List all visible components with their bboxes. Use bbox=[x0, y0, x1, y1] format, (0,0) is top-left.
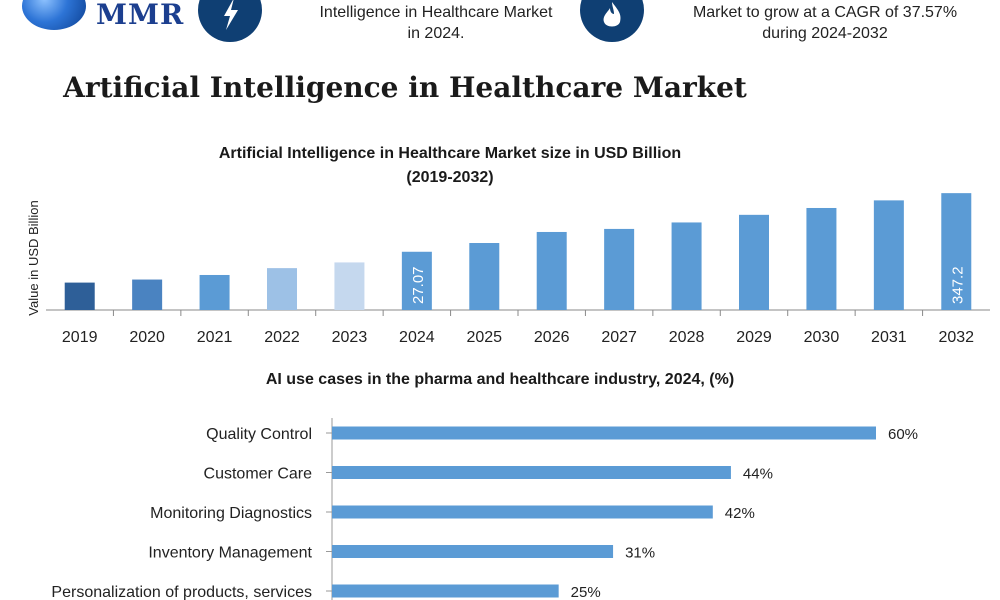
bar-2024 bbox=[401, 251, 432, 310]
hbar-monitoring-diagnostics bbox=[332, 505, 713, 519]
market-size-bar-chart: Value in USD Billion 2019 2020 2021 2022 2023… bbox=[26, 193, 990, 346]
x-tick-label-2027: 2027 bbox=[601, 329, 637, 346]
bar-2029 bbox=[739, 214, 769, 310]
bar-2026 bbox=[536, 231, 567, 310]
value-label: 25% bbox=[571, 584, 601, 600]
x-tick-label-2021: 2021 bbox=[197, 329, 233, 346]
bar-2031 bbox=[873, 200, 904, 310]
x-tick-label-2031: 2031 bbox=[871, 329, 907, 346]
stat-market-size: Intelligence in Healthcare Market in 202… bbox=[290, 2, 582, 44]
hbar-customer-care bbox=[332, 466, 731, 479]
x-tick-label-2019: 2019 bbox=[62, 329, 98, 346]
hbar-quality-control bbox=[332, 426, 876, 440]
bar-2028 bbox=[671, 222, 702, 310]
x-tick-label-2032: 2032 bbox=[938, 329, 974, 346]
x-tick-label-2029: 2029 bbox=[736, 329, 772, 346]
x-tick-label-2024: 2024 bbox=[399, 329, 435, 346]
hbar-chart-title: AI use cases in the pharma and healthcar… bbox=[265, 371, 735, 388]
flame-icon bbox=[580, 0, 644, 42]
bar-chart-title-line2: (2019-2032) bbox=[406, 169, 494, 186]
bar-2025 bbox=[469, 243, 500, 310]
stat-market-size-line1: Intelligence in Healthcare Market bbox=[319, 4, 553, 21]
x-tick-label-2026: 2026 bbox=[534, 329, 570, 346]
bar-2022 bbox=[267, 268, 297, 310]
bar-2023 bbox=[334, 262, 365, 310]
x-tick-label-2020: 2020 bbox=[129, 329, 165, 346]
bar-2032 bbox=[941, 193, 972, 310]
x-tick-label-2028: 2028 bbox=[669, 329, 705, 346]
bar-2021 bbox=[199, 274, 230, 310]
category-label: Personalization of products, services bbox=[51, 584, 312, 600]
stat-cagr-line2: during 2024-2032 bbox=[762, 25, 888, 42]
logo-text: MMR bbox=[96, 0, 185, 31]
category-label: Inventory Management bbox=[148, 545, 312, 562]
category-label: Monitoring Diagnostics bbox=[150, 505, 312, 522]
bar-2027 bbox=[604, 228, 635, 310]
lightning-bolt-icon bbox=[198, 0, 262, 42]
value-label: 31% bbox=[625, 545, 655, 562]
page-title: Artificial Intelligence in Healthcare Ma… bbox=[63, 71, 747, 104]
value-label: 60% bbox=[888, 426, 918, 443]
category-label: Quality Control bbox=[206, 426, 312, 443]
bar-chart-title: Artificial Intelligence in Healthcare Ma… bbox=[150, 142, 750, 190]
bar-2020 bbox=[132, 279, 163, 310]
stat-cagr-line1: Market to grow at a CAGR of 37.57% bbox=[692, 4, 958, 21]
value-label: 42% bbox=[725, 505, 755, 522]
bar-2019 bbox=[64, 282, 95, 310]
x-tick-label-2030: 2030 bbox=[804, 329, 840, 346]
stat-market-size-line2: in 2024. bbox=[407, 25, 465, 42]
data-label-2024: 27.07 bbox=[410, 266, 427, 304]
hbar-inventory-management bbox=[332, 545, 614, 558]
data-label-2032: 347.2 bbox=[949, 266, 966, 304]
header-banner: MMR Intelligence in Healthcare Market in… bbox=[0, 0, 1000, 50]
stat-cagr: Market to grow at a CAGR of 37.57% durin… bbox=[666, 2, 984, 44]
bar-2030 bbox=[806, 207, 837, 310]
y-axis-label: Value in USD Billion bbox=[26, 200, 41, 315]
x-tick-label-2022: 2022 bbox=[264, 329, 300, 346]
x-tick-label-2025: 2025 bbox=[466, 329, 502, 346]
x-tick-label-2023: 2023 bbox=[332, 329, 368, 346]
value-label: 44% bbox=[743, 466, 773, 483]
bar-chart-title-line1: Artificial Intelligence in Healthcare Ma… bbox=[218, 145, 682, 162]
category-label: Customer Care bbox=[204, 466, 313, 483]
hbar-personalization-of-products-services bbox=[332, 584, 559, 598]
